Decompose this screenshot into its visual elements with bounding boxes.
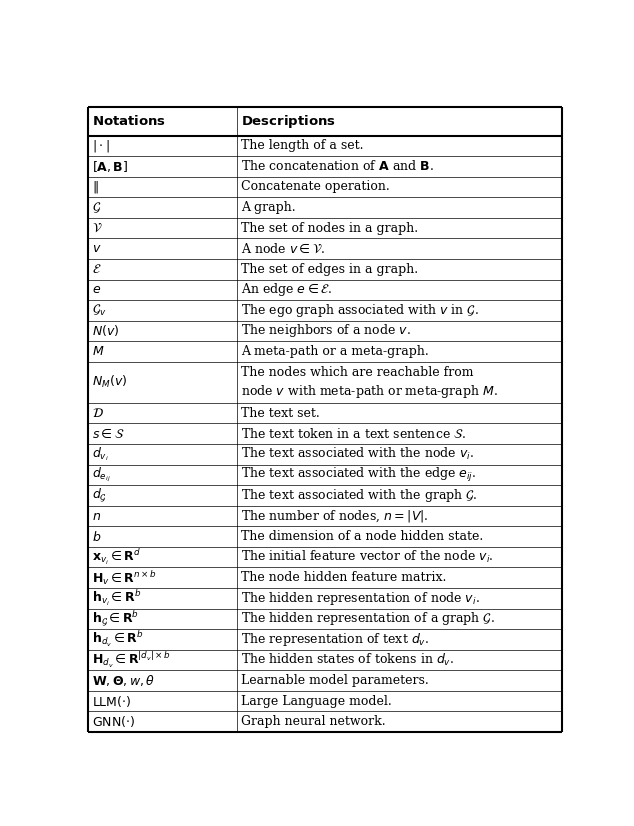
Text: The text associated with the node $v_i$.: The text associated with the node $v_i$.: [241, 446, 474, 463]
Text: The set of nodes in a graph.: The set of nodes in a graph.: [241, 221, 418, 235]
Text: The set of edges in a graph.: The set of edges in a graph.: [241, 263, 418, 276]
Text: $[\mathbf{A}, \mathbf{B}]$: $[\mathbf{A}, \mathbf{B}]$: [92, 159, 128, 174]
Text: $\|$: $\|$: [92, 179, 99, 195]
Text: A meta-path or a meta-graph.: A meta-path or a meta-graph.: [241, 345, 429, 358]
Text: Concatenate operation.: Concatenate operation.: [241, 180, 390, 193]
Text: The text associated with the edge $e_{ij}$.: The text associated with the edge $e_{ij…: [241, 466, 477, 484]
Text: Graph neural network.: Graph neural network.: [241, 715, 386, 729]
Text: The text set.: The text set.: [241, 406, 320, 420]
Text: $e$: $e$: [92, 283, 101, 297]
Text: A node $v \in \mathcal{V}$.: A node $v \in \mathcal{V}$.: [241, 242, 325, 255]
Text: A graph.: A graph.: [241, 201, 296, 214]
Text: $\mathbf{H}_{d_v} \in \mathbf{R}^{|d_v| \times b}$: $\mathbf{H}_{d_v} \in \mathbf{R}^{|d_v| …: [92, 650, 171, 670]
Text: The initial feature vector of the node $v_i$.: The initial feature vector of the node $…: [241, 549, 494, 565]
Text: $\mathbf{Descriptions}$: $\mathbf{Descriptions}$: [241, 112, 336, 130]
Text: The hidden representation of a graph $\mathcal{G}$.: The hidden representation of a graph $\m…: [241, 610, 495, 627]
Text: The node hidden feature matrix.: The node hidden feature matrix.: [241, 572, 446, 584]
Text: The text associated with the graph $\mathcal{G}$.: The text associated with the graph $\mat…: [241, 487, 478, 504]
Text: $M$: $M$: [92, 345, 105, 358]
Text: The text token in a text sentence $\mathcal{S}$.: The text token in a text sentence $\math…: [241, 427, 466, 441]
Text: The length of a set.: The length of a set.: [241, 140, 364, 152]
Text: $v$: $v$: [92, 242, 101, 255]
Text: $\mathbf{Notations}$: $\mathbf{Notations}$: [92, 114, 166, 128]
Text: $\mathcal{V}$: $\mathcal{V}$: [92, 221, 103, 235]
Text: The number of nodes, $n = |V|$.: The number of nodes, $n = |V|$.: [241, 508, 429, 524]
Text: The hidden representation of node $v_i$.: The hidden representation of node $v_i$.: [241, 590, 480, 607]
Text: The dimension of a node hidden state.: The dimension of a node hidden state.: [241, 530, 484, 543]
Text: $d_{\mathcal{G}}$: $d_{\mathcal{G}}$: [92, 487, 107, 505]
Text: The concatenation of $\mathbf{A}$ and $\mathbf{B}$.: The concatenation of $\mathbf{A}$ and $\…: [241, 159, 434, 173]
Text: $\mathbf{H}_v \in \mathbf{R}^{n \times b}$: $\mathbf{H}_v \in \mathbf{R}^{n \times b…: [92, 569, 157, 586]
Text: The nodes which are reachable from: The nodes which are reachable from: [241, 367, 474, 379]
Text: $s \in \mathcal{S}$: $s \in \mathcal{S}$: [92, 427, 125, 441]
Text: node $v$ with meta-path or meta-graph $M$.: node $v$ with meta-path or meta-graph $M…: [241, 383, 498, 401]
Text: $\mathbf{h}_{v_i} \in \mathbf{R}^b$: $\mathbf{h}_{v_i} \in \mathbf{R}^b$: [92, 589, 141, 608]
Text: $\mathbf{h}_{d_v} \in \mathbf{R}^b$: $\mathbf{h}_{d_v} \in \mathbf{R}^b$: [92, 629, 143, 649]
Text: $\mathrm{GNN}(\cdot)$: $\mathrm{GNN}(\cdot)$: [92, 714, 135, 729]
Text: The hidden states of tokens in $d_v$.: The hidden states of tokens in $d_v$.: [241, 652, 455, 668]
Text: $\mathcal{D}$: $\mathcal{D}$: [92, 406, 104, 420]
Text: $\mathrm{LLM}(\cdot)$: $\mathrm{LLM}(\cdot)$: [92, 694, 131, 709]
Text: $d_{e_{ij}}$: $d_{e_{ij}}$: [92, 466, 111, 484]
Text: $d_{v_i}$: $d_{v_i}$: [92, 445, 109, 463]
Text: $\mathcal{G}$: $\mathcal{G}$: [92, 200, 101, 215]
Text: Learnable model parameters.: Learnable model parameters.: [241, 674, 429, 687]
Text: $N_M(v)$: $N_M(v)$: [92, 374, 127, 391]
Text: The ego graph associated with $v$ in $\mathcal{G}$.: The ego graph associated with $v$ in $\m…: [241, 301, 479, 319]
Text: $\mathbf{W}, \mathbf{\Theta}, w, \theta$: $\mathbf{W}, \mathbf{\Theta}, w, \theta$: [92, 673, 155, 688]
Text: $\mathbf{x}_{v_i} \in \mathbf{R}^d$: $\mathbf{x}_{v_i} \in \mathbf{R}^d$: [92, 548, 141, 567]
Text: $\mathcal{E}$: $\mathcal{E}$: [92, 263, 101, 276]
Text: The representation of text $d_v$.: The representation of text $d_v$.: [241, 631, 429, 648]
Text: The neighbors of a node $v$.: The neighbors of a node $v$.: [241, 322, 411, 339]
Text: $b$: $b$: [92, 529, 101, 544]
Text: $n$: $n$: [92, 510, 101, 523]
Text: An edge $e \in \mathcal{E}$.: An edge $e \in \mathcal{E}$.: [241, 282, 332, 298]
Text: $\mathcal{G}_v$: $\mathcal{G}_v$: [92, 303, 107, 318]
Text: Large Language model.: Large Language model.: [241, 695, 392, 708]
Text: $\mathbf{h}_{\mathcal{G}} \in \mathbf{R}^b$: $\mathbf{h}_{\mathcal{G}} \in \mathbf{R}…: [92, 609, 139, 629]
Text: $N(v)$: $N(v)$: [92, 324, 119, 339]
Text: $|\cdot|$: $|\cdot|$: [92, 138, 110, 154]
